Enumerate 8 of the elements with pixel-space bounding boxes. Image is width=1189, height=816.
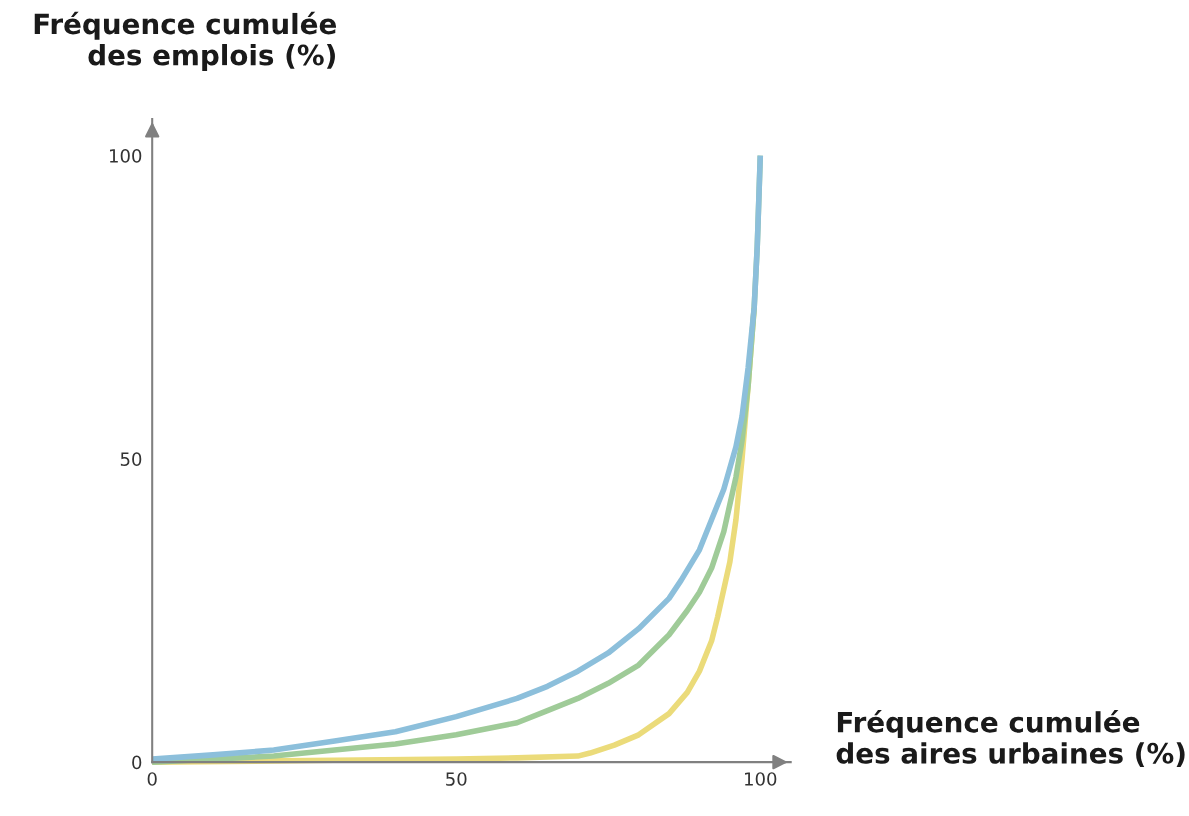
x-tick-label: 100 — [745, 772, 777, 786]
x-tick-label: 50 — [446, 772, 467, 786]
y-tick-label: 100 — [109, 148, 142, 163]
y-tick-label: 50 — [120, 452, 142, 466]
y-axis-title: Fréquence cumulée des emplois (%) — [34, 11, 337, 71]
y-tick-label: 0 — [132, 755, 142, 770]
x-tick-label: 0 — [147, 772, 157, 786]
x-axis-title: Fréquence cumulée des aires urbaines (%) — [836, 710, 1185, 768]
